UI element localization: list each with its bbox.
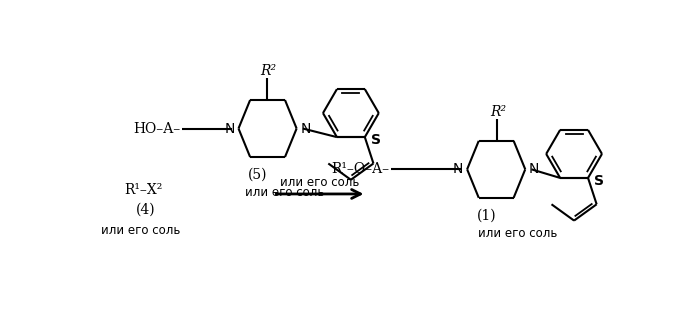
Text: N: N <box>224 122 235 136</box>
Text: или его соль: или его соль <box>101 224 181 237</box>
Text: R¹–O–A–: R¹–O–A– <box>331 162 389 176</box>
Text: HO–A–: HO–A– <box>133 122 180 136</box>
Text: (5): (5) <box>248 168 268 182</box>
Text: S: S <box>371 133 381 147</box>
Text: или его соль: или его соль <box>280 176 359 189</box>
Text: N: N <box>529 162 540 176</box>
Text: R²: R² <box>261 64 277 78</box>
Text: N: N <box>453 162 463 176</box>
Text: S: S <box>594 174 604 188</box>
Text: N: N <box>301 122 311 136</box>
Text: (1): (1) <box>477 208 496 222</box>
Text: R¹–X²: R¹–X² <box>124 183 163 197</box>
Text: R²: R² <box>490 105 506 119</box>
Text: (4): (4) <box>136 202 155 216</box>
Text: или его соль: или его соль <box>245 186 325 199</box>
Text: или его соль: или его соль <box>478 227 557 240</box>
